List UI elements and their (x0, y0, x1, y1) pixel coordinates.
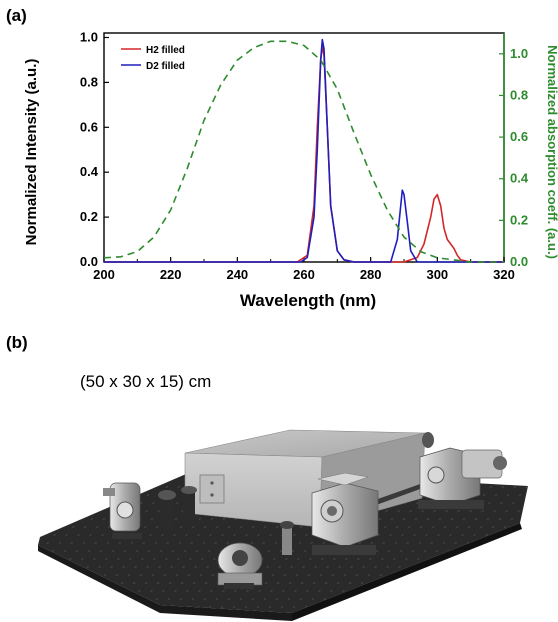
y-right-tick-label: 0.6 (510, 129, 528, 144)
y-axis-right-label: Normalized absorption coeff. (a.u.) (545, 45, 558, 259)
x-tick-label: 200 (93, 267, 115, 282)
y-left-tick-label: 0.8 (80, 74, 98, 89)
mirror-mount-left (103, 482, 142, 539)
y-left-tick-label: 0.4 (80, 164, 99, 179)
panel-b-label: (b) (6, 333, 28, 352)
legend-label: D2 filled (146, 61, 185, 72)
cell-mount-right (418, 447, 507, 509)
post-holders (158, 486, 294, 555)
x-axis-label: Wavelength (nm) (240, 291, 376, 310)
y-left-tick-label: 1.0 (80, 29, 98, 44)
y-right-tick-label: 0.0 (510, 254, 528, 269)
legend-label: H2 filled (146, 45, 185, 56)
optical-setup-rendering (38, 429, 528, 621)
x-tick-label: 280 (360, 267, 382, 282)
cell-mount-center (311, 472, 379, 555)
mirror-mount-front (217, 542, 263, 589)
y-right-tick-label: 1.0 (510, 46, 528, 61)
y-right-tick-label: 0.2 (510, 212, 528, 227)
dimension-text: (50 x 30 x 15) cm (80, 372, 212, 391)
x-tick-label: 260 (293, 267, 315, 282)
spectrum-chart: 200 220 240 260 280 300 320 0.0 0.2 0.4 0.6 0.8 1.0… (23, 29, 558, 310)
x-tick-label: 220 (160, 267, 182, 282)
x-tick-label: 240 (226, 267, 248, 282)
y-right-tick-label: 0.8 (510, 87, 528, 102)
y-left-tick-label: 0.0 (80, 254, 98, 269)
panel-a-label: (a) (6, 6, 27, 25)
x-tick-label: 300 (426, 267, 448, 282)
series-h2-filled (104, 45, 504, 263)
x-tick-label: 320 (493, 267, 515, 282)
series-absorption-curve (103, 40, 504, 263)
legend: H2 filled D2 filled (121, 45, 185, 72)
series-d2-filled (104, 38, 504, 263)
y-left-tick-label: 0.2 (80, 209, 98, 224)
y-right-tick-label: 0.4 (510, 171, 529, 186)
y-left-tick-label: 0.6 (80, 119, 98, 134)
y-axis-left-label: Normalized Intensity (a.u.) (23, 59, 40, 246)
